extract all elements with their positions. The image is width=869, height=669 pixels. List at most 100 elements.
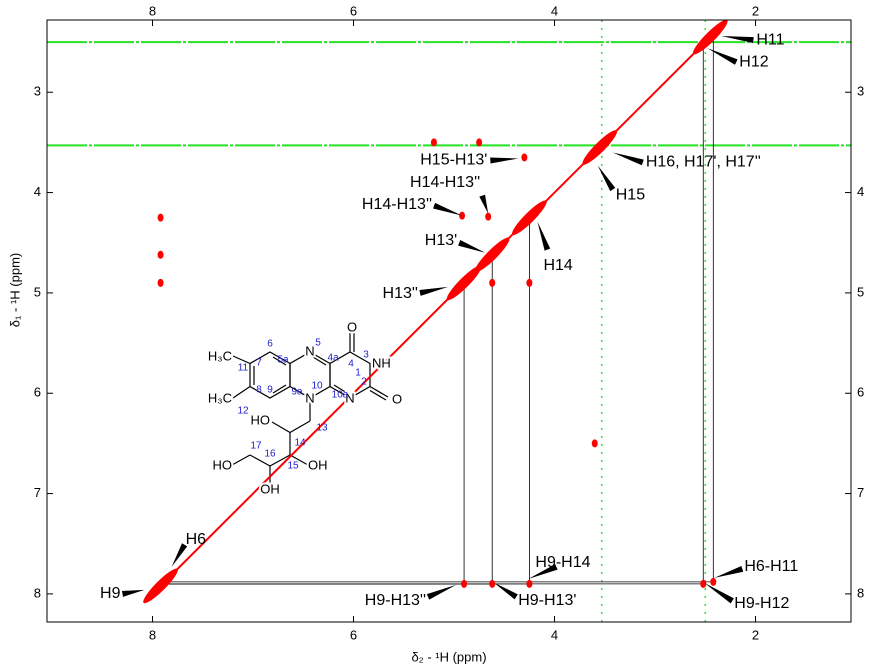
x-tick-label: 8 <box>149 627 156 642</box>
annotation-label: H9-H12 <box>734 595 789 612</box>
x-tick-label-top: 4 <box>551 3 558 18</box>
atom-number: 5a <box>277 355 289 366</box>
cross-peak <box>489 278 496 287</box>
atom-label: HO <box>251 412 271 427</box>
x-axis-label: δ₂ - ¹H (ppm) <box>411 649 486 664</box>
x-tick-label: 2 <box>752 627 759 642</box>
y-tick-label-right: 8 <box>857 585 864 600</box>
y-tick-label: 3 <box>34 84 41 99</box>
atom-number: 4 <box>348 359 354 370</box>
atom-label: O <box>347 319 357 334</box>
annotation-arrow <box>721 36 754 44</box>
cross-peak <box>591 439 598 448</box>
y-tick-label-right: 3 <box>857 84 864 99</box>
atom-number: 2 <box>361 377 367 388</box>
diagonal-peak <box>582 130 618 165</box>
annotation-label: H16, H17', H17'' <box>646 154 761 171</box>
annotation-label: H15 <box>616 187 645 204</box>
annotation-label: H15-H13' <box>420 152 487 169</box>
cross-peak <box>485 212 492 221</box>
cross-peak <box>476 138 483 147</box>
annotation-arrow <box>458 239 486 253</box>
x-tick-label: 4 <box>551 627 558 642</box>
cross-peak <box>157 250 164 259</box>
y-tick-label-right: 5 <box>857 284 864 299</box>
atom-label: N <box>305 390 314 405</box>
cross-peak <box>700 579 707 588</box>
cross-peak <box>521 153 528 162</box>
atom-label: OH <box>308 457 328 472</box>
annotation-label: H9-H14 <box>535 554 590 571</box>
annotation-arrow <box>528 564 558 579</box>
cross-peak <box>526 278 533 287</box>
cross-peak <box>157 213 164 222</box>
atom-number: 6 <box>267 339 273 350</box>
annotation-arrow <box>707 48 738 65</box>
atom-number: 13 <box>316 423 328 434</box>
annotation-label: H14-H13'' <box>410 174 480 191</box>
annotation-arrow <box>612 152 644 166</box>
diagonal-peak <box>143 568 178 604</box>
atom-label: H₃C <box>208 390 232 405</box>
atom-number: 10a <box>332 390 349 401</box>
diagonal-peak <box>474 237 510 273</box>
annotation-label: H13' <box>425 232 457 249</box>
y-tick-label-right: 6 <box>857 385 864 400</box>
atom-label: OH <box>260 481 280 496</box>
annotation-arrow <box>426 584 457 600</box>
x-tick-label-top: 6 <box>350 3 357 18</box>
atom-number: 10 <box>311 381 323 392</box>
atom-label: N <box>305 343 314 358</box>
annotation-label: H9-H13' <box>518 592 576 609</box>
atom-label: HO <box>213 457 233 472</box>
x-tick-label: 6 <box>350 627 357 642</box>
y-tick-label: 8 <box>34 585 41 600</box>
atom-number: 9a <box>291 387 303 398</box>
atom-number: 12 <box>237 406 249 417</box>
y-tick-label-right: 7 <box>857 485 864 500</box>
y-tick-label-right: 4 <box>857 184 864 199</box>
annotation-label: H6 <box>186 531 207 548</box>
plot-frame <box>46 19 852 623</box>
atom-label: H₃C <box>208 348 232 363</box>
atom-label: N <box>345 390 354 405</box>
annotation-arrow <box>490 157 519 164</box>
atom-number: 15 <box>287 461 299 472</box>
y-tick-label: 6 <box>34 385 41 400</box>
annotation-label: H6-H11 <box>744 558 798 575</box>
x-tick-label-top: 2 <box>752 3 759 18</box>
y-tick-label: 5 <box>34 284 41 299</box>
diagonal-peak <box>692 19 728 55</box>
annotation-arrow <box>419 286 448 296</box>
annotation-label: H9 <box>100 585 121 602</box>
atom-number: 1 <box>355 368 361 379</box>
diagonal-ridge <box>159 36 712 587</box>
cross-peak <box>526 579 533 588</box>
atom-number: 14 <box>294 438 306 449</box>
cross-peak <box>461 579 468 588</box>
cross-peak <box>489 579 496 588</box>
atom-number: 11 <box>238 363 249 374</box>
y-axis-label: δ₁ - ¹H (ppm) <box>7 253 22 327</box>
cross-peak <box>157 278 164 287</box>
annotation-arrow <box>171 543 188 567</box>
diagonal-peak <box>446 265 482 301</box>
atom-number: 17 <box>250 441 262 452</box>
annotation-arrow <box>494 582 518 600</box>
atom-number: 3 <box>363 350 369 361</box>
annotation-arrow <box>121 589 145 597</box>
annotation-label: H11 <box>756 31 784 48</box>
atom-label: O <box>392 391 402 406</box>
annotation-arrow <box>704 582 734 604</box>
annotation-label: H13'' <box>383 285 418 302</box>
atom-label: NH <box>372 355 391 370</box>
y-tick-label: 7 <box>34 485 41 500</box>
atom-number: 8 <box>256 385 262 396</box>
annotation-label: H14 <box>543 257 572 274</box>
annotation-label: H12 <box>739 53 768 70</box>
atom-number: 16 <box>264 449 276 460</box>
y-tick-label: 4 <box>34 184 41 199</box>
annotation-arrow <box>714 565 744 578</box>
atom-number: 9 <box>267 385 273 396</box>
